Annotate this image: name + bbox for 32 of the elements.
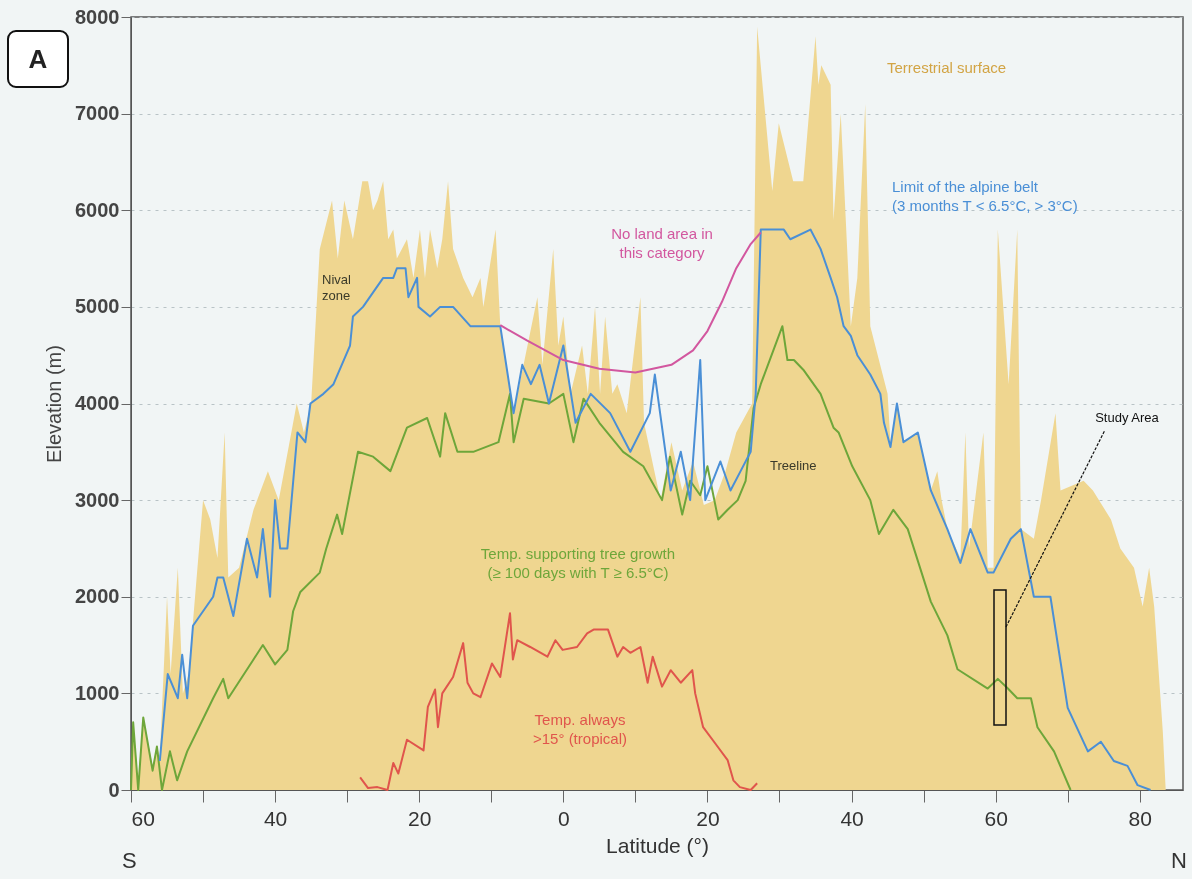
y-tick-label: 6000	[75, 198, 120, 221]
line-series	[359, 612, 759, 791]
annotation: Treeline	[770, 458, 817, 474]
x-tick-label: 20	[696, 806, 720, 830]
text: Temp. supporting tree growth (≥ 100 days with T ≥ 6.5°C)	[480, 545, 676, 581]
y-tick-label: 8000	[75, 5, 120, 28]
text: Temp. always >15° (tropical)	[533, 711, 627, 747]
y-tick-label: 2000	[75, 585, 120, 608]
annotation: Study Area	[1095, 410, 1160, 425]
x-tick-label: 20	[408, 806, 432, 830]
annotation: Nival zone	[322, 272, 351, 304]
y-tick-label: 4000	[75, 392, 120, 414]
y-tick-label: 5000	[75, 295, 120, 318]
series-label: No land area in this category	[611, 225, 713, 261]
y-tick-label: 7000	[75, 102, 120, 125]
y-tick-label: 0	[108, 778, 120, 801]
x-tick-label: 40	[263, 806, 288, 830]
x-axis-title: Latitude (°)	[606, 833, 709, 857]
x-tick-label: 0	[557, 806, 570, 830]
y-axis-title: Elevation (m)	[43, 345, 66, 463]
x-tick-label: 60	[984, 806, 1008, 830]
text: Terrestrial surface	[887, 59, 1007, 76]
line-series	[130, 325, 1072, 791]
x-tick-label: 60	[131, 806, 155, 830]
text: Limit of the alpine belt (3 months T < 6.5°C, > 3°C)	[892, 178, 1078, 214]
text: N	[1171, 848, 1187, 874]
text: S	[122, 848, 137, 874]
y-tick-label: 1000	[75, 681, 120, 704]
x-tick-label: 80	[1128, 806, 1152, 830]
text: A	[7, 30, 69, 88]
x-tick-label: 40	[840, 806, 864, 830]
y-tick-label: 3000	[75, 488, 120, 511]
